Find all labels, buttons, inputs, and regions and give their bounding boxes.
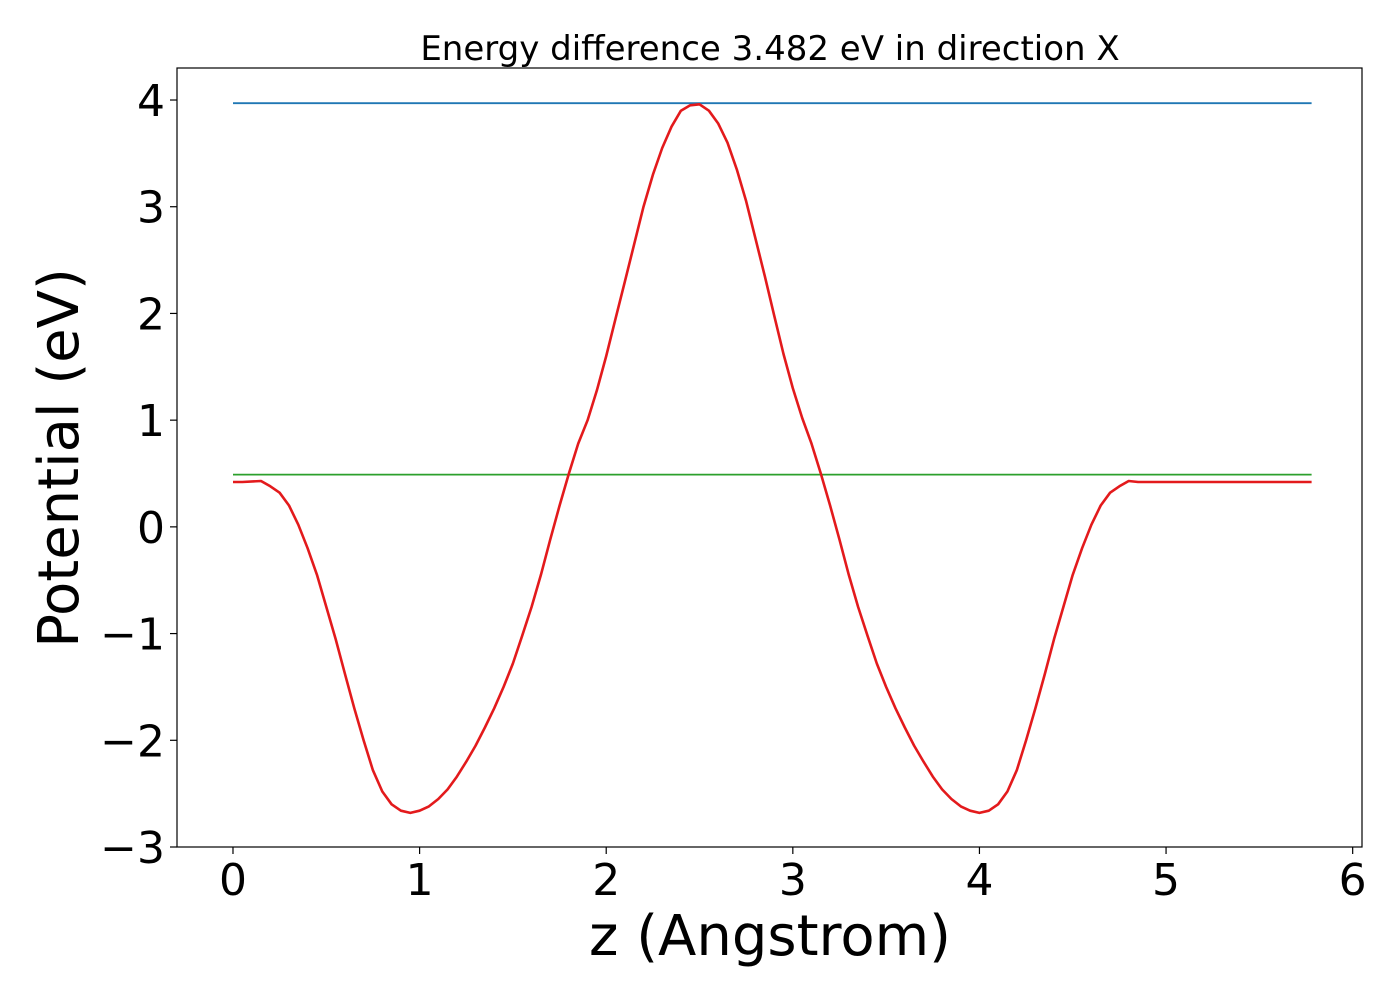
x-tick-label: 3 bbox=[779, 855, 807, 906]
y-tick-label: −2 bbox=[100, 716, 165, 767]
plot-area-frame bbox=[176, 67, 1363, 848]
x-tick-label: 2 bbox=[592, 855, 620, 906]
x-tick-label: 6 bbox=[1339, 855, 1367, 906]
y-tick-label: 2 bbox=[137, 289, 165, 340]
series-layer bbox=[233, 102, 1312, 815]
y-axis-label: Potential (eV) bbox=[27, 268, 92, 648]
y-tick-label: 1 bbox=[137, 396, 165, 447]
x-tick-label: 0 bbox=[219, 855, 247, 906]
chart-title: Energy difference 3.482 eV in direction … bbox=[420, 29, 1119, 69]
x-tick-label: 5 bbox=[1152, 855, 1180, 906]
x-axis-label: z (Angstrom) bbox=[589, 904, 951, 969]
x-tick-label: 4 bbox=[965, 855, 993, 906]
y-tick-label: 0 bbox=[137, 503, 165, 554]
x-axis: 0 1 2 3 4 5 6 bbox=[219, 847, 1367, 906]
y-tick-label: −1 bbox=[100, 610, 165, 661]
x-tick-label: 1 bbox=[406, 855, 434, 906]
y-tick-label: 4 bbox=[137, 76, 165, 127]
y-tick-label: 3 bbox=[137, 183, 165, 234]
red-potential-curve bbox=[233, 103, 1312, 815]
y-tick-label: −3 bbox=[100, 823, 165, 874]
y-axis: −3 −2 −1 0 1 2 3 4 bbox=[100, 76, 177, 874]
